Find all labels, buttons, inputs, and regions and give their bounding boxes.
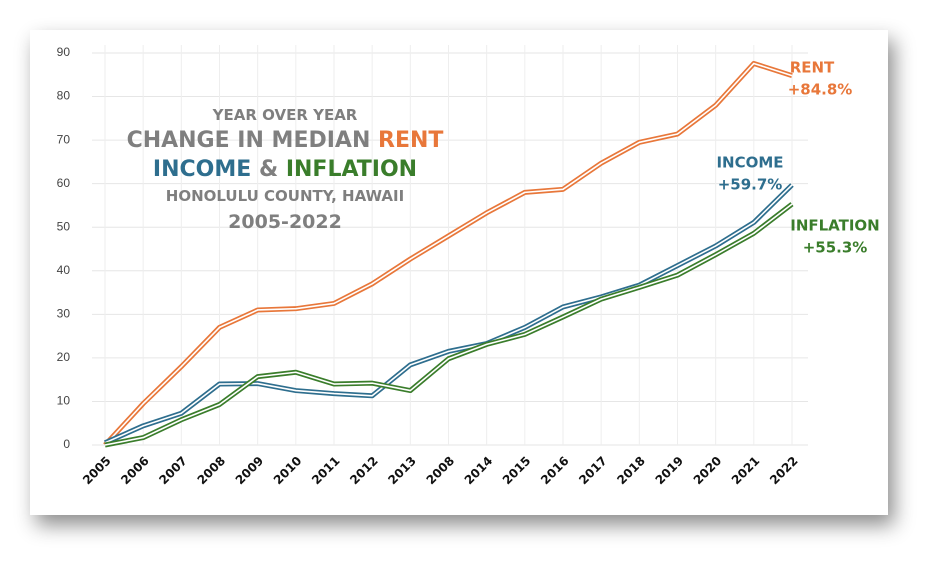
series-label: INFLATION: [790, 217, 880, 235]
y-tick-label: 70: [57, 132, 71, 146]
title-text: &: [259, 157, 278, 182]
title-text: YEAR OVER YEAR: [212, 106, 358, 124]
lines: RENT +84.8% INCOME +59.7% INFLATION +55.3%: [103, 59, 880, 448]
card: [30, 30, 888, 515]
y-tick-label: 40: [57, 263, 71, 277]
value-label: +55.3%: [803, 239, 868, 257]
series-line-inner: [104, 184, 793, 444]
y-tick-label: 20: [57, 350, 71, 364]
y-tick-label: 50: [57, 219, 71, 233]
y-tick-label: 10: [57, 394, 71, 408]
y-tick-label: 60: [57, 176, 71, 190]
series-line-inner: [104, 203, 793, 446]
y-tick-label: 90: [57, 45, 71, 59]
title-line: INCOME & INFLATION: [153, 157, 417, 182]
series-label: INCOME: [716, 154, 783, 172]
title-text: CHANGE IN MEDIAN: [127, 128, 371, 153]
title-text: HONOLULU COUNTY, HAWAII: [166, 187, 404, 205]
title-line: YEAR OVER YEAR: [212, 106, 358, 124]
title-text: RENT: [378, 128, 443, 153]
value-label: +59.7%: [718, 176, 783, 194]
title: YEAR OVER YEAR CHANGE IN MEDIAN RENT INC…: [127, 106, 444, 233]
title-line: CHANGE IN MEDIAN RENT: [127, 128, 444, 153]
title-text: INCOME: [153, 157, 251, 182]
title-text: 2005-2022: [228, 211, 342, 233]
title-line: 2005-2022: [228, 211, 342, 233]
title-line: HONOLULU COUNTY, HAWAII: [166, 187, 404, 205]
y-tick-label: 0: [63, 437, 70, 451]
title-text: INFLATION: [286, 157, 417, 182]
series-label: RENT: [790, 59, 835, 77]
series-line-inner: [104, 62, 793, 446]
value-label: +84.8%: [788, 81, 853, 99]
y-tick-label: 30: [57, 307, 71, 321]
y-tick-label: 80: [57, 89, 71, 103]
